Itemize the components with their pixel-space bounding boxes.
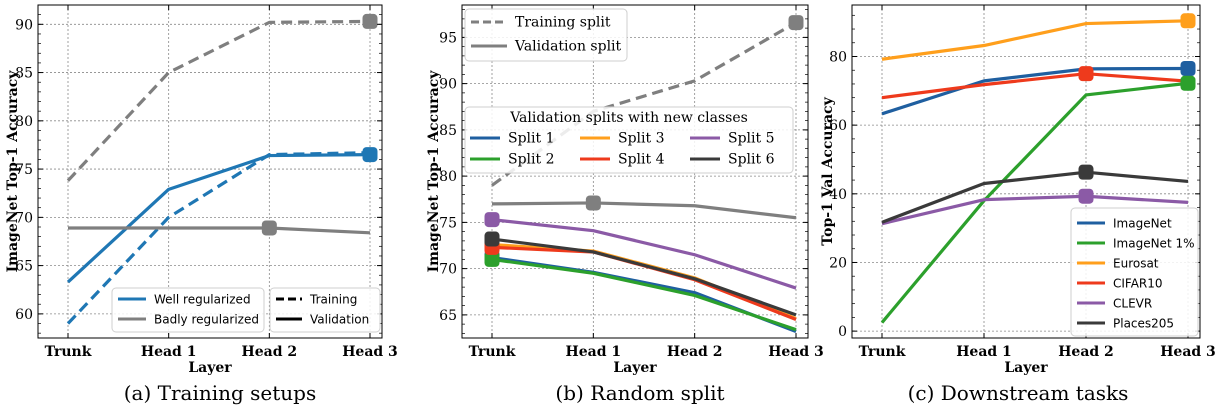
panel-caption: (c) Downstream tasks [908,381,1129,405]
x-tick-label: Head 3 [342,344,398,360]
series-line-badly-regularized-validation [68,226,371,235]
data-point-marker [261,220,277,236]
y-tick-label: 75 [439,215,457,231]
legend-label: Split 6 [728,152,775,168]
data-point-marker [362,13,378,29]
y-tick-label: 80 [829,49,847,65]
legend-label: CIFAR10 [1113,277,1163,291]
legend-groups [111,287,265,333]
series-line-cifar10 [881,72,1189,100]
data-point-marker [788,15,804,31]
data-point-marker [1078,164,1094,180]
series-line-eurosat [881,19,1189,61]
legend-label: Split 3 [618,131,665,147]
y-tick-label: 60 [829,118,847,134]
y-tick-label: 60 [15,307,33,323]
series-line-places205 [881,170,1189,224]
x-tick-label: Head 2 [667,344,723,360]
x-tick-label: Head 2 [1058,344,1114,360]
legend-label: Validation split [514,39,622,55]
series-line-split-6 [491,237,797,317]
legend-title: Validation splits with new classes [509,110,748,126]
series-line-well-regularized-validation [66,153,371,284]
x-tick-label: Head 2 [242,344,298,360]
series-line-split-5 [491,218,797,290]
axes-frame [461,4,809,339]
y-tick-label: 40 [829,187,847,203]
series-line-imagenet-1- [880,81,1189,324]
x-tick-label: Head 3 [1160,344,1215,360]
data-point-marker [362,147,378,163]
axes-frame [851,4,1201,339]
legend-label: Validation [310,313,369,327]
y-tick-label: 85 [15,66,33,82]
data-point-marker [1180,61,1196,77]
data-point-marker [484,212,500,228]
x-tick-label: Head 3 [768,344,824,360]
legend-label: Badly regularized [154,313,259,327]
y-tick-label: 75 [15,162,33,178]
legend-label: Well regularized [154,293,251,307]
x-tick-label: Head 1 [566,344,622,360]
chart-panel-2: 65 70 75 80 85 90 95 Trunk Head 1 Head 2 Head 3 Lay… [426,4,824,405]
y-tick-label: 80 [15,114,33,130]
panel-caption: (a) Training setups [124,381,317,405]
legend-label: Places205 [1113,317,1174,331]
chart-panel-3: 0 20 40 60 80 Trunk Head 1 Head 2 Head 3 Layer Top… [820,4,1215,405]
y-tick-label: 80 [439,169,457,185]
legend-label: ImageNet 1% [1113,237,1195,251]
x-tick-label: Trunk [45,344,92,360]
data-point-marker [484,251,500,267]
y-tick-label: 95 [439,30,457,46]
legend-label: ImageNet [1113,217,1172,231]
y-tick-label: 0 [838,324,847,340]
series-line-training-split [491,21,797,187]
data-point-marker [484,231,500,247]
y-tick-label: 90 [15,17,33,33]
series-line-split-2 [491,257,797,332]
y-tick-label: 70 [15,210,33,226]
data-point-marker [585,195,601,211]
x-axis-label: Layer [1004,360,1048,376]
y-axis-label: Top-1 Val Accuracy [820,96,836,245]
legend-label: Split 4 [618,152,665,168]
series-line-imagenet [881,66,1189,116]
data-point-marker [1180,75,1196,91]
series-line-clevr [881,194,1189,226]
y-tick-label: 70 [439,262,457,278]
legend-train-val [464,8,628,62]
data-point-marker [1078,188,1094,204]
data-point-marker [1180,13,1196,29]
x-tick-label: Head 1 [956,344,1012,360]
legend-label: CLEVR [1113,297,1152,311]
y-tick-label: 85 [439,123,457,139]
series-line-badly-regularized-training [66,19,371,182]
legend-label: Training [309,293,357,307]
y-tick-label: 20 [829,255,847,271]
legend-label: Split 5 [728,131,775,147]
axes-frame [37,4,383,339]
y-axis-label: ImageNet Top-1 Accuracy [5,70,21,273]
series-line-validation-split [491,201,797,220]
y-tick-label: 65 [15,259,33,275]
y-tick-label: 65 [439,308,457,324]
x-tick-label: Head 1 [141,344,197,360]
legend-label: Training split [515,15,611,31]
legend-splits [464,106,794,174]
legend-label: Split 2 [508,152,555,168]
data-point-marker [1078,66,1094,82]
legend-line-styles [269,287,381,333]
x-axis-label: Layer [613,360,657,376]
x-axis-label: Layer [188,360,232,376]
y-tick-label: 90 [439,77,457,93]
y-axis-label: ImageNet Top-1 Accuracy [426,70,442,273]
x-tick-label: Trunk [859,344,906,360]
chart-panel-1: 60 65 70 75 80 85 90 Trunk Head 1 Head 2 Head 3 Lay… [5,4,398,405]
legend-label: Eurosat [1113,257,1159,271]
legend-label: Split 1 [508,131,555,147]
x-tick-label: Trunk [469,344,516,360]
panel-caption: (b) Random split [555,381,724,405]
